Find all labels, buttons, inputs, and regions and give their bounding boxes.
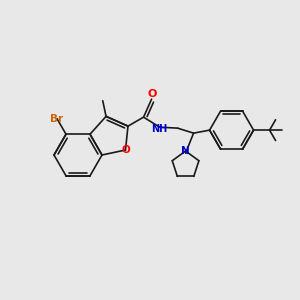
Text: N: N bbox=[181, 146, 190, 156]
Text: NH: NH bbox=[152, 124, 168, 134]
Text: O: O bbox=[121, 145, 130, 155]
Text: O: O bbox=[148, 89, 157, 99]
Text: Br: Br bbox=[50, 114, 64, 124]
